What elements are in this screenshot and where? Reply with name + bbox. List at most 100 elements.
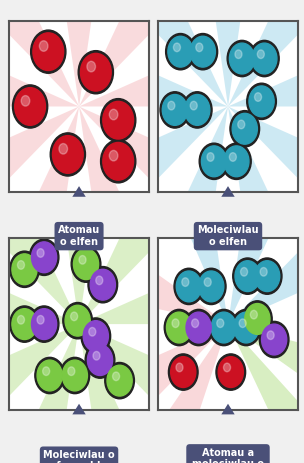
Wedge shape (179, 0, 277, 106)
Circle shape (233, 312, 259, 343)
Circle shape (257, 50, 264, 58)
Circle shape (207, 153, 214, 161)
Circle shape (199, 271, 224, 302)
Wedge shape (79, 106, 219, 444)
Circle shape (68, 367, 75, 375)
Circle shape (112, 372, 119, 381)
Wedge shape (30, 0, 128, 324)
Circle shape (188, 33, 218, 70)
Circle shape (21, 95, 30, 106)
Wedge shape (0, 0, 79, 106)
Wedge shape (0, 0, 228, 106)
Circle shape (254, 261, 280, 292)
Circle shape (167, 312, 192, 343)
Circle shape (260, 268, 267, 276)
Circle shape (227, 40, 257, 77)
Circle shape (37, 249, 44, 257)
Circle shape (235, 50, 242, 58)
Circle shape (190, 101, 197, 110)
Circle shape (230, 111, 260, 147)
Circle shape (33, 33, 64, 70)
Circle shape (168, 354, 198, 390)
Circle shape (35, 357, 64, 394)
Circle shape (217, 319, 224, 327)
Circle shape (87, 61, 95, 72)
Circle shape (109, 109, 118, 120)
Circle shape (259, 321, 289, 358)
Circle shape (252, 43, 277, 74)
Wedge shape (30, 0, 128, 106)
Circle shape (29, 306, 59, 342)
Circle shape (250, 310, 257, 319)
Circle shape (230, 43, 254, 74)
Circle shape (96, 276, 103, 285)
Circle shape (252, 258, 282, 294)
Circle shape (59, 144, 67, 154)
Circle shape (254, 93, 261, 101)
Wedge shape (0, 324, 228, 463)
Circle shape (222, 143, 251, 180)
Circle shape (229, 153, 237, 161)
Wedge shape (0, 106, 79, 327)
Circle shape (53, 136, 83, 173)
Wedge shape (0, 324, 79, 463)
Circle shape (267, 331, 274, 339)
Wedge shape (79, 0, 304, 106)
Circle shape (109, 150, 118, 161)
Circle shape (231, 309, 261, 346)
Circle shape (172, 319, 179, 327)
Circle shape (240, 268, 247, 276)
Circle shape (17, 261, 25, 269)
Circle shape (250, 40, 279, 77)
Circle shape (60, 357, 90, 394)
Wedge shape (48, 324, 228, 463)
Circle shape (209, 309, 239, 346)
Circle shape (249, 86, 274, 117)
Circle shape (182, 278, 189, 287)
Circle shape (184, 309, 213, 346)
Circle shape (105, 363, 134, 399)
Circle shape (83, 321, 109, 351)
Circle shape (196, 43, 203, 52)
Circle shape (164, 309, 194, 346)
Circle shape (216, 354, 246, 390)
Circle shape (88, 267, 118, 303)
Circle shape (199, 143, 229, 180)
Circle shape (74, 249, 98, 280)
Circle shape (211, 312, 237, 343)
Wedge shape (0, 153, 228, 324)
Wedge shape (79, 324, 219, 463)
Wedge shape (79, 106, 304, 327)
Wedge shape (228, 106, 304, 327)
Circle shape (107, 365, 132, 396)
Circle shape (88, 344, 112, 375)
Circle shape (32, 309, 57, 339)
Circle shape (168, 101, 175, 110)
Circle shape (62, 360, 88, 391)
Circle shape (103, 143, 133, 180)
Circle shape (232, 113, 257, 144)
Wedge shape (79, 324, 304, 463)
Wedge shape (0, 207, 79, 324)
Circle shape (233, 258, 262, 294)
Wedge shape (79, 207, 304, 324)
Text: Atomau
o elfen: Atomau o elfen (58, 225, 100, 247)
Circle shape (186, 312, 211, 343)
Circle shape (65, 305, 90, 336)
Circle shape (176, 363, 183, 372)
Circle shape (10, 306, 39, 342)
Circle shape (79, 256, 86, 264)
Circle shape (103, 101, 133, 139)
Wedge shape (0, 106, 79, 444)
Circle shape (78, 50, 113, 94)
Circle shape (223, 363, 230, 372)
Circle shape (204, 278, 211, 287)
Wedge shape (228, 106, 304, 444)
Circle shape (10, 251, 39, 288)
Circle shape (89, 327, 96, 336)
Circle shape (162, 94, 188, 125)
Wedge shape (228, 324, 304, 463)
Wedge shape (228, 324, 304, 463)
Wedge shape (88, 106, 228, 444)
Text: Atomau a
moleciwlau o
elfen a
chyfansoddyn: Atomau a moleciwlau o elfen a chyfansodd… (190, 448, 266, 463)
